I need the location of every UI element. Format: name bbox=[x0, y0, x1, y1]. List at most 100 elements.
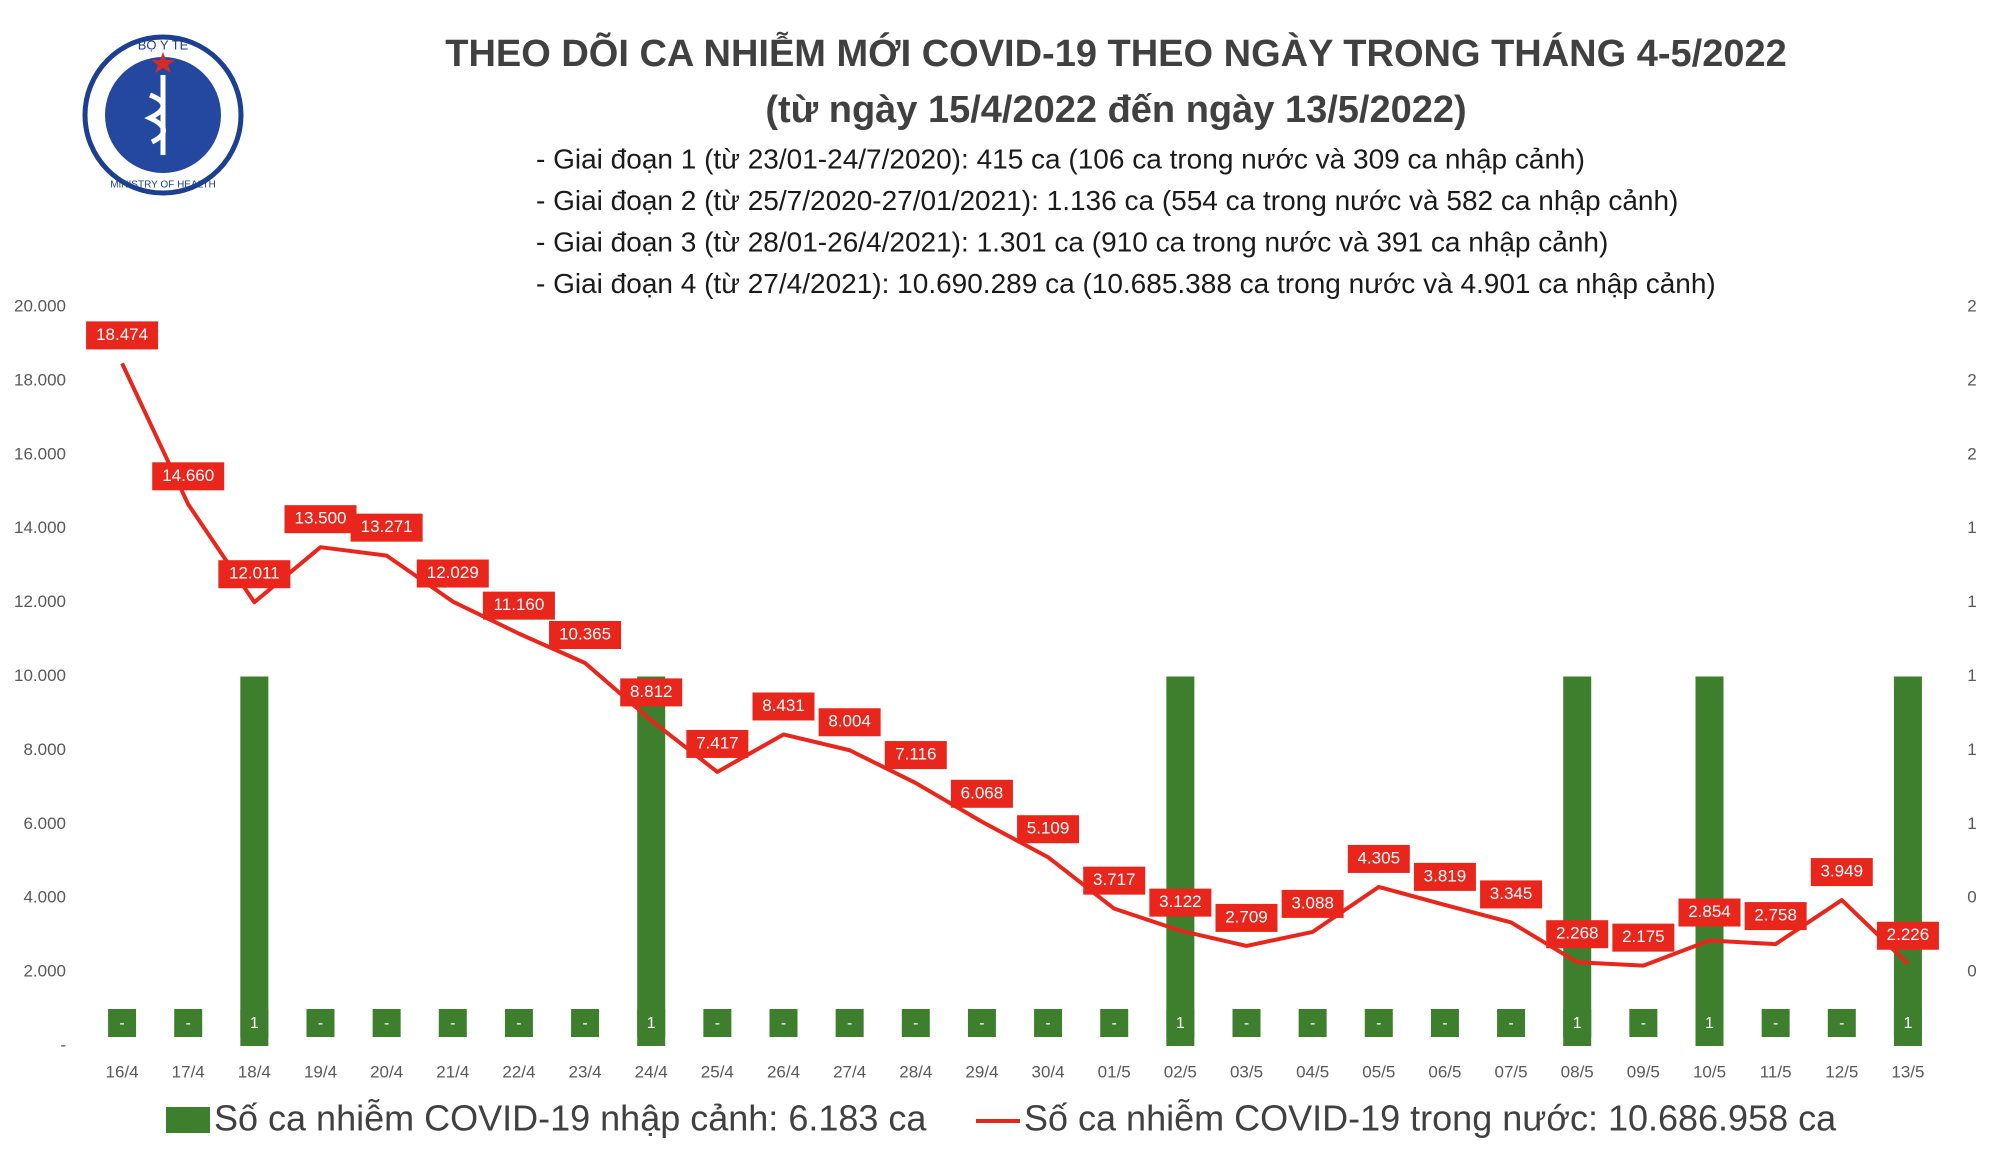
bar-label: 1 bbox=[1573, 1015, 1582, 1032]
data-label: 3.819 bbox=[1424, 866, 1467, 885]
bar-label-box bbox=[306, 1009, 335, 1037]
bar-label-box bbox=[1430, 1009, 1459, 1037]
bar-label: 1 bbox=[250, 1015, 259, 1032]
x-tick-label: 17/4 bbox=[172, 1062, 205, 1081]
data-label: 8.431 bbox=[762, 696, 805, 715]
bar-label-box bbox=[1100, 1009, 1129, 1037]
bar-label-box bbox=[438, 1009, 467, 1037]
bar-label-box bbox=[1893, 1009, 1922, 1037]
logo-bottom: MINISTRY OF HEALTH bbox=[110, 180, 216, 191]
bar-label: - bbox=[1112, 1015, 1117, 1032]
bar-label: - bbox=[1310, 1015, 1315, 1032]
data-label: 12.011 bbox=[229, 564, 280, 583]
y2-tick-label: 1 bbox=[1967, 666, 1976, 685]
x-tick-label: 19/4 bbox=[304, 1062, 337, 1081]
y2-tick-label: 2 bbox=[1967, 296, 1976, 315]
legend-label: Số ca nhiễm COVID-19 trong nước: 10.686.… bbox=[1024, 1098, 1837, 1139]
data-label: 2.175 bbox=[1622, 927, 1665, 946]
bar-label-box bbox=[769, 1009, 798, 1037]
data-label-box bbox=[416, 559, 489, 588]
bar-label: - bbox=[979, 1015, 984, 1032]
x-tick-label: 02/5 bbox=[1164, 1062, 1197, 1081]
bar-label: - bbox=[781, 1015, 786, 1032]
x-tick-label: 28/4 bbox=[899, 1062, 932, 1081]
y2-tick-label: 0 bbox=[1967, 962, 1976, 981]
bar-label: - bbox=[384, 1015, 389, 1032]
x-tick-label: 30/4 bbox=[1032, 1062, 1065, 1081]
bar-label-box bbox=[571, 1009, 600, 1037]
y2-tick-label: 2 bbox=[1967, 370, 1976, 389]
bar bbox=[1166, 676, 1195, 1046]
bar bbox=[1695, 676, 1724, 1046]
bar-label-box bbox=[835, 1009, 864, 1037]
y-tick-label: 2.000 bbox=[23, 962, 66, 981]
x-tick-label: 18/4 bbox=[238, 1062, 271, 1081]
bar-label: - bbox=[119, 1015, 124, 1032]
bar-label-box bbox=[703, 1009, 732, 1037]
data-label: 3.717 bbox=[1093, 870, 1136, 889]
x-tick-label: 04/5 bbox=[1296, 1062, 1329, 1081]
data-label-box bbox=[1744, 902, 1807, 931]
bar-label-box bbox=[637, 1009, 666, 1037]
x-tick-label: 22/4 bbox=[502, 1062, 535, 1081]
x-tick-label: 13/5 bbox=[1891, 1062, 1924, 1081]
y-tick-label: 6.000 bbox=[23, 814, 66, 833]
bar-label: - bbox=[1641, 1015, 1646, 1032]
x-tick-label: 12/5 bbox=[1825, 1062, 1858, 1081]
y2-tick-label: 1 bbox=[1967, 740, 1976, 759]
data-label: 10.365 bbox=[559, 624, 611, 643]
bar-label: - bbox=[582, 1015, 587, 1032]
bar-label-box bbox=[1563, 1009, 1592, 1037]
y-tick-label: 4.000 bbox=[23, 888, 66, 907]
data-label-box bbox=[549, 621, 622, 650]
data-label-box bbox=[152, 462, 225, 491]
logo: BỘ Y TẾ MINISTRY OF HEALTH bbox=[82, 34, 244, 196]
y2-tick-label: 1 bbox=[1967, 592, 1976, 611]
y-tick-label: 16.000 bbox=[14, 444, 66, 463]
y-tick-label: 12.000 bbox=[14, 592, 66, 611]
bar-label-box bbox=[1827, 1009, 1856, 1037]
data-label: 8.812 bbox=[630, 682, 673, 701]
x-tick-label: 20/4 bbox=[370, 1062, 403, 1081]
data-label-box bbox=[1083, 866, 1146, 895]
data-label: 2.709 bbox=[1225, 907, 1268, 926]
data-label-box bbox=[86, 321, 159, 350]
bar bbox=[1893, 676, 1922, 1046]
y2-tick-label: 0 bbox=[1967, 888, 1976, 907]
data-label: 13.271 bbox=[361, 517, 413, 536]
data-label-box bbox=[1215, 903, 1278, 932]
data-label: 18.474 bbox=[96, 325, 148, 344]
x-tick-label: 16/4 bbox=[106, 1062, 139, 1081]
note: - Giai đoạn 2 (từ 25/7/2020-27/01/2021):… bbox=[536, 185, 1678, 216]
data-label-box bbox=[1281, 889, 1344, 918]
data-label: 2.226 bbox=[1887, 925, 1930, 944]
y-tick-label: 10.000 bbox=[14, 666, 66, 685]
bar-label: - bbox=[1773, 1015, 1778, 1032]
bar-label-box bbox=[1497, 1009, 1526, 1037]
data-label-box bbox=[1017, 815, 1080, 844]
data-label-box bbox=[686, 729, 749, 758]
bar-label: 1 bbox=[1903, 1015, 1912, 1032]
bar bbox=[637, 676, 666, 1046]
data-label: 13.500 bbox=[295, 509, 347, 528]
y2-tick-label: 1 bbox=[1967, 814, 1976, 833]
x-tick-label: 03/5 bbox=[1230, 1062, 1263, 1081]
y-tick-label: 8.000 bbox=[23, 740, 66, 759]
data-label-box bbox=[884, 741, 947, 770]
bar-label-box bbox=[372, 1009, 401, 1037]
data-label-box bbox=[350, 513, 423, 542]
bar-label: 1 bbox=[1705, 1015, 1714, 1032]
data-label: 8.004 bbox=[828, 712, 871, 731]
x-tick-label: 29/4 bbox=[965, 1062, 998, 1081]
bar-label: - bbox=[1442, 1015, 1447, 1032]
data-label-box bbox=[1347, 844, 1410, 873]
bar bbox=[1563, 676, 1592, 1046]
bar-label: - bbox=[1839, 1015, 1844, 1032]
legend-swatch bbox=[166, 1107, 210, 1133]
bar-label-box bbox=[1232, 1009, 1261, 1037]
data-label-box bbox=[482, 591, 555, 620]
data-label: 7.116 bbox=[895, 745, 936, 764]
bar-label: - bbox=[1508, 1015, 1513, 1032]
y-tick-label: 18.000 bbox=[14, 370, 66, 389]
